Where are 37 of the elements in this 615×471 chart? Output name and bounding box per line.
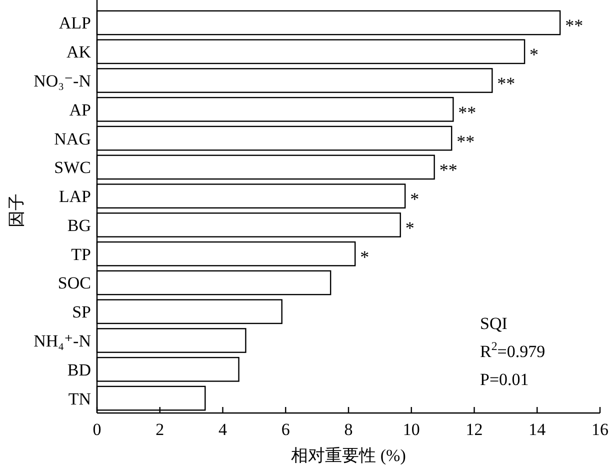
x-tick-label: 6 bbox=[281, 420, 290, 439]
data-label: ** bbox=[458, 102, 476, 122]
y-tick-label: NH₄⁺-N bbox=[34, 331, 91, 350]
y-tick-label: AP bbox=[69, 100, 91, 120]
x-axis-title: 相对重要性 (%) bbox=[291, 446, 406, 465]
data-label: ** bbox=[456, 131, 475, 152]
x-tick-label: 14 bbox=[528, 420, 546, 439]
data-label: ** bbox=[497, 74, 516, 94]
y-tick-label: SOC bbox=[58, 274, 91, 293]
data-label: * bbox=[530, 44, 539, 65]
y-tick-label: TN bbox=[68, 389, 91, 408]
y-axis-title: 因子 bbox=[7, 194, 26, 228]
y-tick-label: BG bbox=[67, 216, 91, 235]
annotation: P=0.01 bbox=[480, 370, 529, 389]
x-tick-label: 10 bbox=[402, 420, 420, 439]
y-tick-label: NAG bbox=[54, 129, 91, 148]
x-tick-label: 0 bbox=[92, 420, 102, 439]
y-tick-label: SWC bbox=[54, 158, 91, 178]
x-tick-label: 16 bbox=[592, 420, 608, 439]
y-tick-label: BD bbox=[67, 360, 91, 380]
x-tick-label: 4 bbox=[218, 420, 228, 439]
annotation: R$^{2}$=0.979 bbox=[480, 339, 546, 361]
y-tick-label: NO₃⁻-N bbox=[34, 72, 91, 91]
y-tick-label: TP bbox=[71, 244, 91, 264]
data-label: ** bbox=[565, 16, 584, 36]
x-tick-label: 2 bbox=[156, 420, 164, 439]
data-label: * bbox=[360, 246, 370, 267]
data-label: ** bbox=[439, 160, 458, 180]
y-tick-label: ALP bbox=[58, 14, 91, 33]
x-tick-label: 12 bbox=[466, 420, 483, 439]
data-label: * bbox=[410, 189, 420, 210]
y-tick-label: LAP bbox=[58, 187, 91, 206]
y-tick-label: AK bbox=[66, 42, 92, 62]
annotation: SQI bbox=[480, 314, 508, 333]
data-label: * bbox=[405, 218, 414, 238]
y-tick-label: SP bbox=[72, 302, 91, 322]
x-tick-label: 8 bbox=[344, 420, 353, 439]
